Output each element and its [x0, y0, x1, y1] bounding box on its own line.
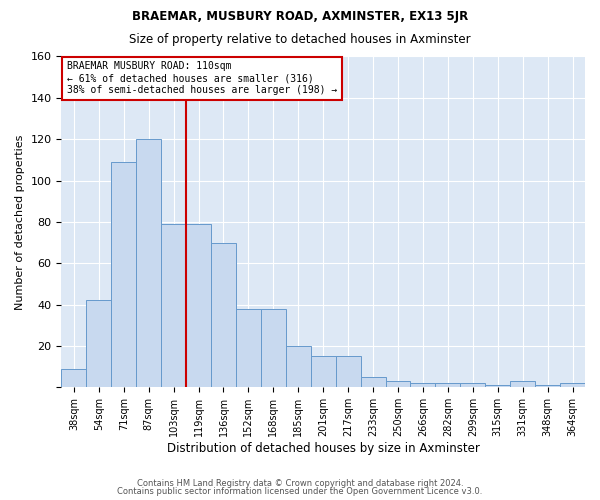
Bar: [286, 346, 311, 388]
Text: Contains HM Land Registry data © Crown copyright and database right 2024.: Contains HM Land Registry data © Crown c…: [137, 478, 463, 488]
Bar: [410, 383, 436, 388]
Bar: [361, 377, 386, 388]
Bar: [311, 356, 335, 388]
Bar: [535, 386, 560, 388]
Bar: [211, 242, 236, 388]
Text: BRAEMAR MUSBURY ROAD: 110sqm
← 61% of detached houses are smaller (316)
38% of s: BRAEMAR MUSBURY ROAD: 110sqm ← 61% of de…: [67, 62, 337, 94]
Y-axis label: Number of detached properties: Number of detached properties: [15, 134, 25, 310]
Bar: [186, 224, 211, 388]
Bar: [61, 368, 86, 388]
Bar: [560, 383, 585, 388]
Bar: [460, 383, 485, 388]
Bar: [136, 139, 161, 388]
Bar: [436, 383, 460, 388]
Text: BRAEMAR, MUSBURY ROAD, AXMINSTER, EX13 5JR: BRAEMAR, MUSBURY ROAD, AXMINSTER, EX13 5…: [132, 10, 468, 23]
Bar: [111, 162, 136, 388]
Bar: [510, 381, 535, 388]
Bar: [86, 300, 111, 388]
Bar: [335, 356, 361, 388]
Bar: [386, 381, 410, 388]
Bar: [485, 386, 510, 388]
X-axis label: Distribution of detached houses by size in Axminster: Distribution of detached houses by size …: [167, 442, 479, 455]
Bar: [236, 309, 261, 388]
Bar: [161, 224, 186, 388]
Text: Size of property relative to detached houses in Axminster: Size of property relative to detached ho…: [129, 32, 471, 46]
Bar: [261, 309, 286, 388]
Text: Contains public sector information licensed under the Open Government Licence v3: Contains public sector information licen…: [118, 487, 482, 496]
